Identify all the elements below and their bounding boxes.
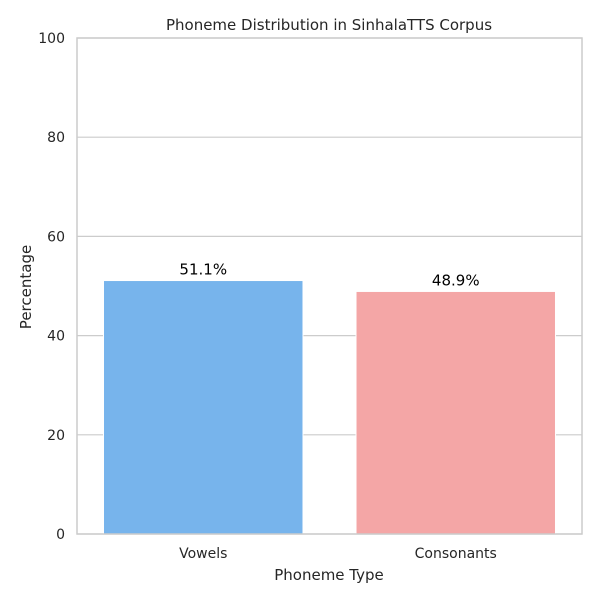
y-tick-label-20: 20 — [47, 428, 65, 444]
y-axis-title: Percentage — [17, 245, 35, 329]
y-tick-label-100: 100 — [38, 31, 65, 47]
y-tick-label-60: 60 — [47, 229, 65, 245]
x-axis-ticks: Vowels Consonants — [179, 546, 497, 562]
x-tick-label-consonants: Consonants — [415, 546, 497, 562]
bars — [103, 280, 556, 535]
chart-title: Phoneme Distribution in SinhalaTTS Corpu… — [166, 16, 492, 34]
x-tick-label-vowels: Vowels — [179, 546, 227, 562]
plot-frame — [76, 37, 583, 535]
x-axis-title: Phoneme Type — [274, 566, 384, 584]
y-tick-label-80: 80 — [47, 130, 65, 146]
data-label-vowels: 51.1% — [179, 261, 227, 279]
data-label-consonants: 48.9% — [432, 271, 480, 289]
y-axis-ticks: 0 20 40 60 80 100 — [38, 31, 65, 543]
bar-consonants — [355, 290, 556, 535]
bar-vowels — [103, 280, 304, 535]
y-tick-label-0: 0 — [56, 527, 65, 543]
data-labels: 51.1% 48.9% — [179, 261, 479, 290]
y-tick-label-40: 40 — [47, 329, 65, 345]
